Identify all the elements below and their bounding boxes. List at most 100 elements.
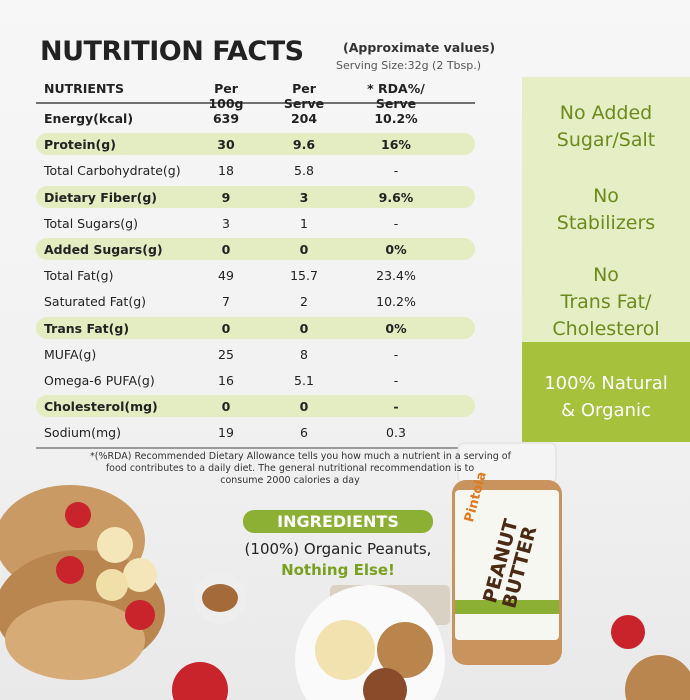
table-row: Total Sugars(g) 3 1 - — [36, 212, 475, 234]
table-row: Omega-6 PUFA(g) 16 5.1 - — [36, 369, 475, 391]
value-cell: 2 — [300, 294, 308, 310]
value-cell: 19 — [218, 425, 234, 441]
nutrient-name: Sodium(mg) — [44, 425, 121, 441]
value-cell: - — [393, 373, 399, 388]
value-cell: 1 — [300, 215, 308, 231]
value-cell: 0 — [299, 320, 309, 336]
value-cell: - — [393, 163, 399, 179]
nutrient-name: Saturated Fat(g) — [44, 294, 147, 310]
nutrient-name: Total Fat(g) — [44, 268, 114, 284]
nutrient-name: Total Sugars(g) — [44, 215, 138, 231]
nutrient-name: Added Sugars(g) — [44, 242, 163, 257]
ingredients-text: Nothing Else! — [281, 561, 395, 579]
nutrient-name: Omega-6 PUFA(g) — [44, 373, 155, 388]
value-cell: 0.3 — [386, 425, 406, 441]
claim-line: Trans Fat/ — [560, 291, 652, 313]
value-cell: 25 — [218, 346, 234, 362]
table-row: Cholesterol(mg) 0 0 - — [36, 395, 475, 418]
claim-line: Cholesterol — [552, 318, 660, 340]
ingredients-pill — [243, 510, 433, 533]
value-cell: - — [393, 215, 399, 231]
claim-line: Stabilizers — [556, 212, 656, 234]
value-cell: 9 — [221, 189, 231, 205]
value-cell: 0 — [221, 320, 231, 336]
value-cell: 15.7 — [290, 268, 318, 284]
column-header: NUTRIENTS — [44, 81, 124, 96]
value-cell: 9.6% — [378, 189, 414, 205]
organic-panel — [522, 342, 690, 442]
value-cell: 204 — [290, 111, 318, 126]
table-row: Dietary Fiber(g) 9 3 9.6% — [36, 185, 475, 208]
value-cell: 5.1 — [294, 373, 314, 388]
nutrient-name: Trans Fat(g) — [44, 320, 130, 336]
claim-line: 100% Natural — [544, 373, 668, 394]
value-cell: 0% — [385, 242, 407, 257]
value-cell: 639 — [212, 111, 240, 126]
value-cell: 0 — [221, 399, 231, 415]
value-cell: 0 — [299, 399, 309, 415]
footnote-line: food contributes to a daily diet. The ge… — [105, 463, 475, 474]
ingredients-heading: INGREDIENTS — [277, 512, 399, 531]
column-header: Per Serve — [283, 81, 325, 111]
claim: No Stabilizers — [522, 183, 690, 237]
nutrient-name: MUFA(g) — [44, 346, 97, 362]
value-cell: 0 — [299, 242, 309, 257]
value-cell: - — [393, 346, 399, 362]
value-cell: - — [393, 399, 399, 415]
table-header: NUTRIENTS Per 100g Per Serve * RDA%/ Serve — [36, 77, 475, 111]
table-row: Added Sugars(g) 0 0 0% — [36, 238, 475, 260]
claim: No Trans Fat/Cholesterol — [522, 262, 690, 343]
value-cell: 23.4% — [376, 268, 416, 284]
footnote-line: consume 2000 calories a day — [220, 475, 360, 486]
column-header: * RDA%/ Serve — [367, 81, 425, 111]
table-row: Total Carbohydrate(g) 18 5.8 - — [36, 159, 475, 181]
nutrient-name: Energy(kcal) — [44, 111, 134, 126]
value-cell: 5.8 — [294, 163, 314, 179]
claim-line: & Organic — [561, 400, 651, 421]
claim: No Added Sugar/Salt — [522, 100, 690, 154]
value-cell: 10.2% — [376, 294, 416, 310]
table-row: Saturated Fat(g) 7 2 10.2% — [36, 290, 475, 312]
footnote: *(%RDA) Recommended Dietary Allowance te… — [90, 451, 511, 487]
value-cell: 30 — [217, 137, 235, 153]
claim-line: No — [593, 264, 619, 286]
ingredients-text: (100%) Organic Peanuts, — [244, 540, 432, 558]
serving-size: Serving Size:32g (2 Tbsp.) — [336, 59, 482, 72]
value-cell: 6 — [300, 425, 308, 441]
organic-claim: 100% Natural & Organic — [522, 370, 690, 424]
nutrient-name: Protein(g) — [44, 137, 116, 153]
nutrient-name: Dietary Fiber(g) — [44, 189, 158, 205]
value-cell: 16% — [381, 137, 411, 153]
value-cell: 3 — [299, 189, 309, 205]
nutrient-name: Total Carbohydrate(g) — [44, 163, 181, 179]
value-cell: 9.6 — [292, 137, 316, 153]
value-cell: 49 — [218, 268, 234, 284]
claims-panel — [522, 77, 690, 342]
value-cell: 8 — [300, 346, 308, 362]
value-cell: 0 — [221, 242, 231, 257]
note: (Approximate values) — [343, 40, 496, 55]
title: NUTRITION FACTS — [40, 36, 304, 67]
claim-line: No — [593, 185, 619, 207]
food-photo — [0, 485, 690, 700]
value-cell: 18 — [218, 163, 234, 179]
value-cell: 16 — [218, 373, 234, 388]
table-row: Trans Fat(g) 0 0 0% — [36, 316, 475, 339]
nutrient-name: Cholesterol(mg) — [44, 399, 158, 415]
claim-line: No Added — [559, 102, 653, 124]
value-cell: 0% — [385, 320, 407, 336]
footnote-line: *(%RDA) Recommended Dietary Allowance te… — [90, 451, 511, 462]
table-row: Total Fat(g) 49 15.7 23.4% — [36, 264, 475, 286]
value-cell: 10.2% — [374, 111, 418, 126]
column-header: Per 100g — [208, 81, 244, 111]
table-row: Protein(g) 30 9.6 16% — [36, 133, 475, 156]
jar — [452, 442, 562, 665]
value-cell: 7 — [222, 294, 230, 310]
value-cell: 3 — [222, 215, 230, 231]
claim-line: Sugar/Salt — [556, 129, 656, 151]
table-row: Sodium(mg) 19 6 0.3 — [36, 421, 475, 443]
table-row: Energy(kcal) 639 204 10.2% — [36, 107, 475, 129]
table-row: MUFA(g) 25 8 - — [36, 343, 475, 365]
